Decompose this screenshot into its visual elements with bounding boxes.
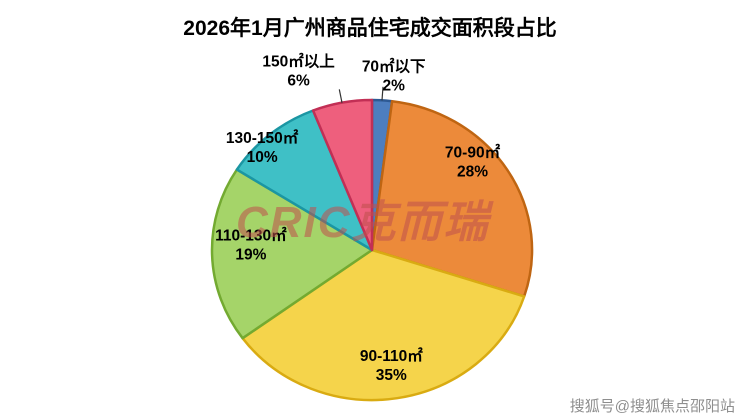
pie-label-4: 130-150㎡ 10% (226, 128, 299, 166)
pie-slice-2 (241, 248, 526, 402)
pie-slice-3 (210, 168, 374, 340)
pie-slice-1 (370, 99, 534, 298)
chart-title: 2026年1月广州商品住宅成交面积段占比 (183, 17, 557, 40)
pie-label-2: 90-110㎡ 35% (360, 346, 423, 384)
souhu-credit: 搜狐号@搜狐焦点邵阳站 (569, 398, 735, 415)
pie-label-0: 70㎡以下 2% (362, 56, 426, 94)
pie-label-5: 150㎡以上 6% (262, 51, 335, 89)
pie-label-3: 110-130㎡ 19% (215, 226, 287, 264)
pie-leader-line-5 (338, 89, 343, 103)
pie-leader-line-0 (381, 86, 384, 101)
pie-slice-4 (235, 109, 374, 252)
pie-label-1: 70-90㎡ 28% (445, 143, 501, 181)
